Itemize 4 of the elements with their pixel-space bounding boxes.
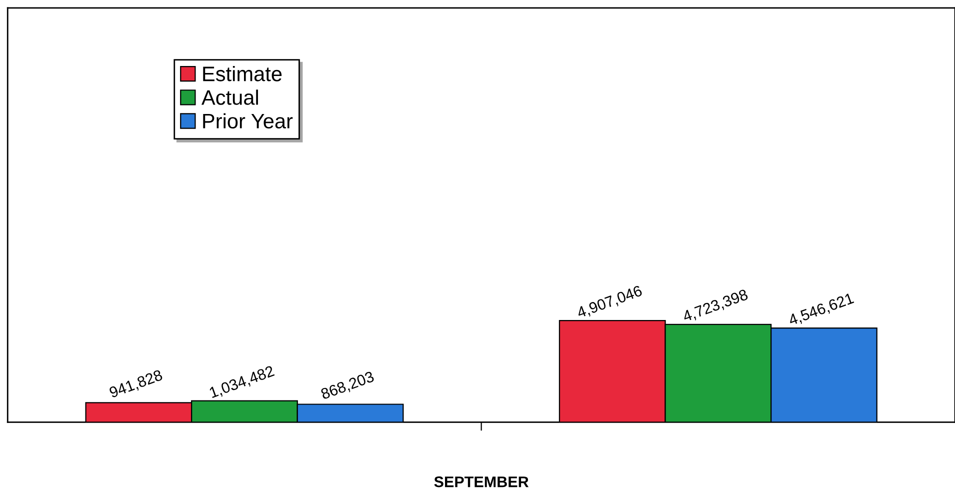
x-axis-title: SEPTEMBER bbox=[434, 476, 529, 488]
legend-label: Prior Year bbox=[203, 113, 293, 128]
legend-label: Actual bbox=[201, 90, 258, 105]
legend-label: Estimate bbox=[203, 66, 282, 82]
